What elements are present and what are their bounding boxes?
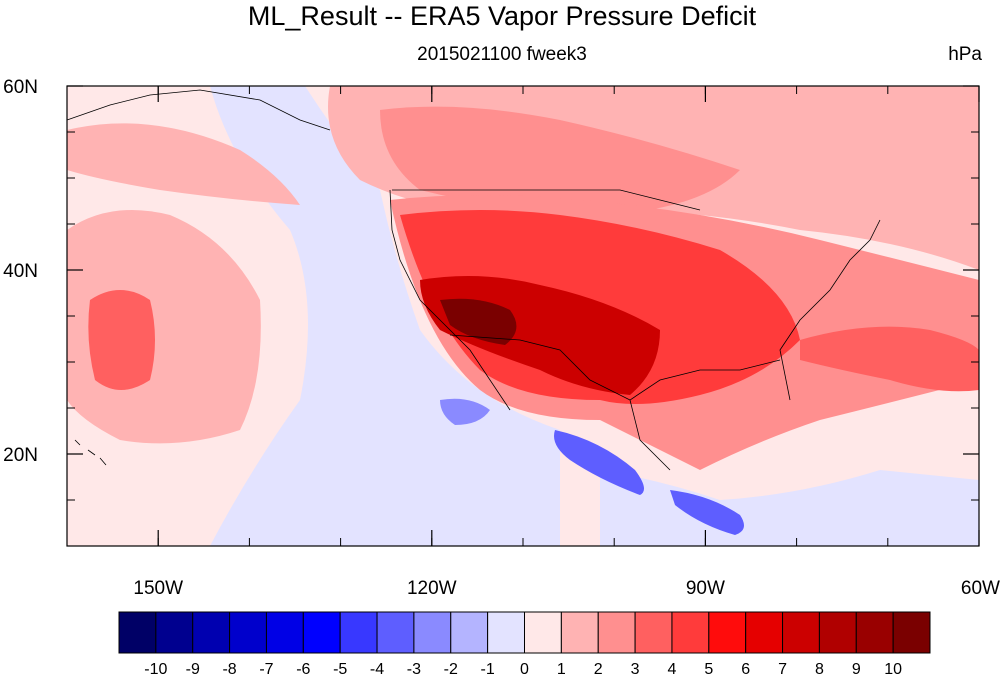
- colorbar-label: -7: [259, 661, 273, 678]
- lat-tick-label: 40N: [3, 261, 38, 282]
- hawaii-islands: [74, 439, 107, 466]
- lat-tick-label: 20N: [3, 445, 38, 466]
- colorbar-box: [229, 611, 267, 654]
- lon-tick-label: 120W: [407, 578, 457, 599]
- colorbar-box: [118, 611, 157, 654]
- coastlines-and-borders: [66, 89, 881, 471]
- colorbar-box: [450, 611, 489, 654]
- colorbar-box: [376, 611, 415, 654]
- lat-tick-label: 60N: [3, 77, 38, 98]
- atlantic-positive-band: [800, 326, 979, 392]
- colorbar-box: [155, 611, 194, 654]
- colorbar-label: -10: [144, 661, 167, 678]
- central-pacific-core: [88, 290, 155, 390]
- north-pacific-band: [67, 123, 300, 205]
- colorbar-box: [560, 611, 599, 654]
- us-west-coast: [389, 189, 511, 411]
- map-title: ML_Result -- ERA5 Vapor Pressure Deficit: [247, 1, 757, 31]
- us-canada-border: [392, 189, 701, 211]
- lon-tick-label: 150W: [133, 578, 183, 599]
- map-axes: 150W 120W 90W 60W 60N 40N 20N: [3, 77, 1000, 599]
- colorbar-label: 8: [815, 661, 824, 678]
- lon-tick-label: 60W: [961, 578, 1000, 599]
- colorbar-box: [192, 611, 231, 654]
- colorbar-label: 9: [852, 661, 861, 678]
- colorbar-label: -2: [444, 661, 458, 678]
- colorbar-label: -5: [333, 661, 347, 678]
- colorbar-label: 7: [778, 661, 787, 678]
- map-field: [67, 86, 979, 546]
- colorbar-box: [671, 611, 710, 654]
- pacific-negative-patch: [440, 398, 490, 425]
- colorbar-box: [524, 611, 562, 654]
- colorbar-label: 3: [631, 661, 640, 678]
- colorbar-box: [708, 611, 747, 654]
- us-east-coast: [779, 219, 881, 401]
- southwest-core: [440, 298, 517, 345]
- pacific-negative-region: [210, 86, 560, 546]
- lon-tick-label: 90W: [686, 578, 725, 599]
- colorbar-box: [265, 611, 304, 654]
- colorbar: -10 -9 -8 -7 -6 -5 -4 -3 -2 -1 0 1 2 3 4 5 6 7 8 9 10: [118, 611, 931, 678]
- colorbar-label: -3: [407, 661, 421, 678]
- colorbar-label: 6: [741, 661, 750, 678]
- colorbar-label: 1: [557, 661, 566, 678]
- colorbar-box: [487, 611, 525, 654]
- colorbar-label: -6: [296, 661, 310, 678]
- colorbar-label: 4: [668, 661, 677, 678]
- colorbar-box: [745, 611, 784, 654]
- alaska-coast: [66, 89, 331, 131]
- colorbar-label: -1: [481, 661, 495, 678]
- colorbar-label: 2: [594, 661, 603, 678]
- colorbar-box: [597, 611, 636, 654]
- us-mexico-border: [449, 334, 631, 401]
- east-pacific-negative-region: [600, 470, 979, 546]
- colorbar-label: 0: [520, 661, 529, 678]
- canada-inner-band: [380, 106, 740, 215]
- colorbar-label: -8: [222, 661, 236, 678]
- colorbar-label: 5: [704, 661, 713, 678]
- colorbar-box: [413, 611, 452, 654]
- colorbar-box: [302, 611, 341, 654]
- mexico-negative-region: [554, 430, 644, 495]
- colorbar-label: -9: [186, 661, 200, 678]
- colorbar-box: [855, 611, 894, 654]
- colorbar-box: [782, 611, 820, 654]
- central-america-negative-region: [670, 490, 744, 535]
- colorbar-box: [634, 611, 673, 654]
- map-subtitle: 2015021100 fweek3: [417, 44, 587, 65]
- colorbar-box: [892, 611, 931, 654]
- colorbar-box: [818, 611, 857, 654]
- colorbar-box: [339, 611, 378, 654]
- gulf-coast: [629, 359, 781, 471]
- units-label: hPa: [948, 44, 982, 65]
- colorbar-label: -4: [370, 661, 384, 678]
- colorbar-label: 10: [884, 661, 902, 678]
